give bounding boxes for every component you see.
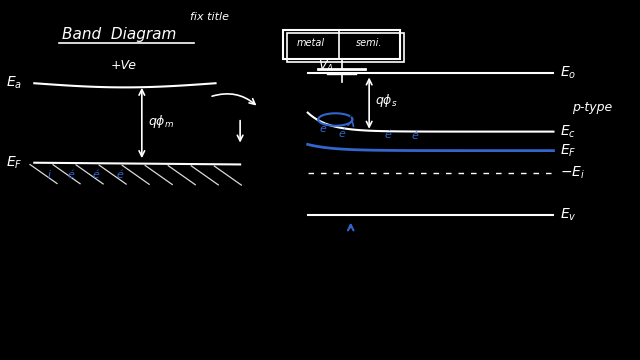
Text: $q\phi_s$: $q\phi_s$ bbox=[375, 92, 398, 109]
Text: é: é bbox=[338, 129, 345, 139]
Text: $E_o$: $E_o$ bbox=[559, 65, 576, 81]
Text: $- E_i$: $- E_i$ bbox=[559, 165, 585, 181]
Text: $E_F$: $E_F$ bbox=[6, 154, 22, 171]
Text: $E_c$: $E_c$ bbox=[559, 123, 575, 140]
Text: $V_A$: $V_A$ bbox=[318, 58, 334, 73]
Text: i: i bbox=[48, 170, 51, 180]
Text: p-type: p-type bbox=[572, 101, 612, 114]
Text: semi.: semi. bbox=[356, 38, 383, 48]
Text: $E_a$: $E_a$ bbox=[6, 75, 22, 91]
Text: metal: metal bbox=[297, 38, 325, 48]
Text: fix title: fix title bbox=[190, 12, 229, 22]
Text: $E_F$: $E_F$ bbox=[559, 143, 576, 159]
Text: é: é bbox=[92, 170, 99, 180]
Bar bbox=[283, 30, 400, 59]
Text: +Ve: +Ve bbox=[110, 59, 136, 72]
Text: $E_v$: $E_v$ bbox=[559, 206, 576, 223]
Text: é: é bbox=[412, 131, 419, 141]
Bar bbox=[287, 33, 404, 63]
Text: é: é bbox=[117, 170, 124, 180]
Text: $q\phi_m$: $q\phi_m$ bbox=[148, 113, 174, 130]
Text: Band  Diagram: Band Diagram bbox=[62, 27, 177, 42]
Text: é: é bbox=[384, 130, 391, 140]
Text: é: é bbox=[319, 124, 326, 134]
Text: é: é bbox=[68, 170, 75, 180]
